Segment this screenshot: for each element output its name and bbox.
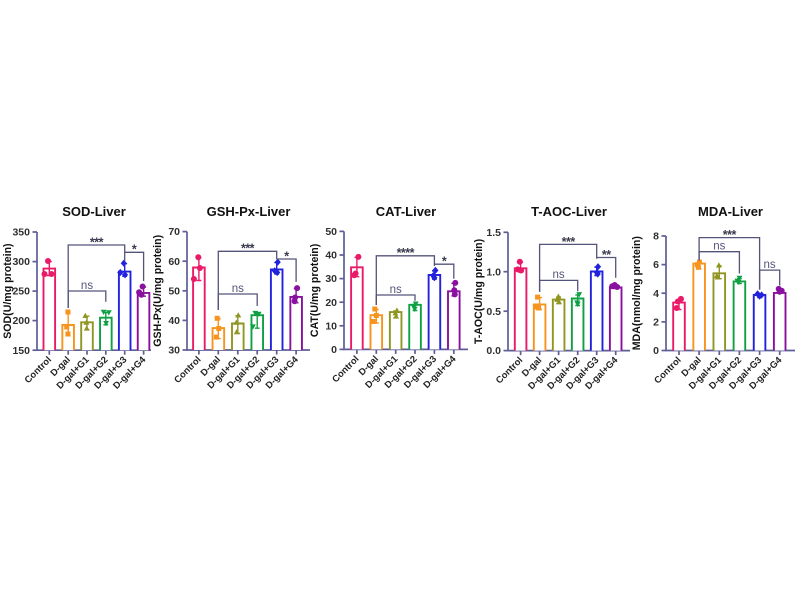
svg-text:1.5: 1.5	[486, 227, 501, 239]
svg-text:70: 70	[168, 226, 180, 238]
svg-text:ns: ns	[713, 241, 725, 253]
svg-text:T-AOC(U/mg protein): T-AOC(U/mg protein)	[473, 239, 485, 344]
svg-text:4: 4	[653, 288, 659, 300]
svg-text:****: ****	[397, 246, 415, 260]
svg-text:ns: ns	[232, 283, 244, 295]
svg-text:300: 300	[12, 256, 30, 268]
svg-text:2: 2	[653, 317, 659, 329]
svg-text:30: 30	[325, 273, 337, 285]
svg-text:ns: ns	[81, 280, 93, 292]
svg-text:*: *	[132, 243, 137, 257]
svg-text:0.0: 0.0	[486, 345, 501, 357]
svg-text:***: ***	[90, 235, 104, 249]
svg-text:*: *	[442, 255, 447, 269]
svg-text:250: 250	[12, 286, 30, 298]
svg-text:8: 8	[653, 231, 659, 243]
svg-text:350: 350	[12, 227, 30, 239]
svg-text:***: ***	[723, 228, 737, 242]
svg-text:GSH-Px(U/mg protein): GSH-Px(U/mg protein)	[152, 235, 164, 347]
svg-text:40: 40	[168, 315, 180, 327]
svg-text:0.5: 0.5	[486, 306, 501, 318]
svg-text:ns: ns	[390, 284, 402, 296]
svg-text:60: 60	[168, 256, 180, 268]
svg-text:SOD(U/mg protein): SOD(U/mg protein)	[2, 243, 14, 338]
svg-text:200: 200	[12, 315, 30, 327]
svg-text:MDA(nmol/mg protein): MDA(nmol/mg protein)	[631, 236, 643, 350]
svg-text:SOD-Liver: SOD-Liver	[62, 204, 126, 219]
svg-text:40: 40	[325, 250, 337, 262]
svg-text:*: *	[284, 249, 289, 263]
svg-text:0: 0	[331, 344, 337, 356]
svg-text:50: 50	[168, 285, 180, 297]
svg-text:CAT(U/mg protein): CAT(U/mg protein)	[309, 244, 321, 337]
svg-text:***: ***	[241, 242, 255, 256]
svg-text:0: 0	[653, 345, 659, 357]
svg-text:50: 50	[325, 226, 337, 238]
svg-text:CAT-Liver: CAT-Liver	[376, 204, 436, 219]
svg-text:ns: ns	[764, 259, 776, 271]
svg-text:30: 30	[168, 345, 180, 357]
svg-text:GSH-Px-Liver: GSH-Px-Liver	[207, 204, 291, 219]
svg-text:6: 6	[653, 259, 659, 271]
svg-text:20: 20	[325, 297, 337, 309]
svg-text:150: 150	[12, 345, 30, 357]
svg-text:**: **	[602, 248, 611, 262]
svg-text:10: 10	[325, 320, 337, 332]
svg-text:T-AOC-Liver: T-AOC-Liver	[531, 204, 607, 219]
svg-text:ns: ns	[553, 269, 565, 281]
svg-text:***: ***	[562, 235, 576, 249]
svg-text:MDA-Liver: MDA-Liver	[698, 204, 763, 219]
svg-text:1.0: 1.0	[486, 266, 501, 278]
